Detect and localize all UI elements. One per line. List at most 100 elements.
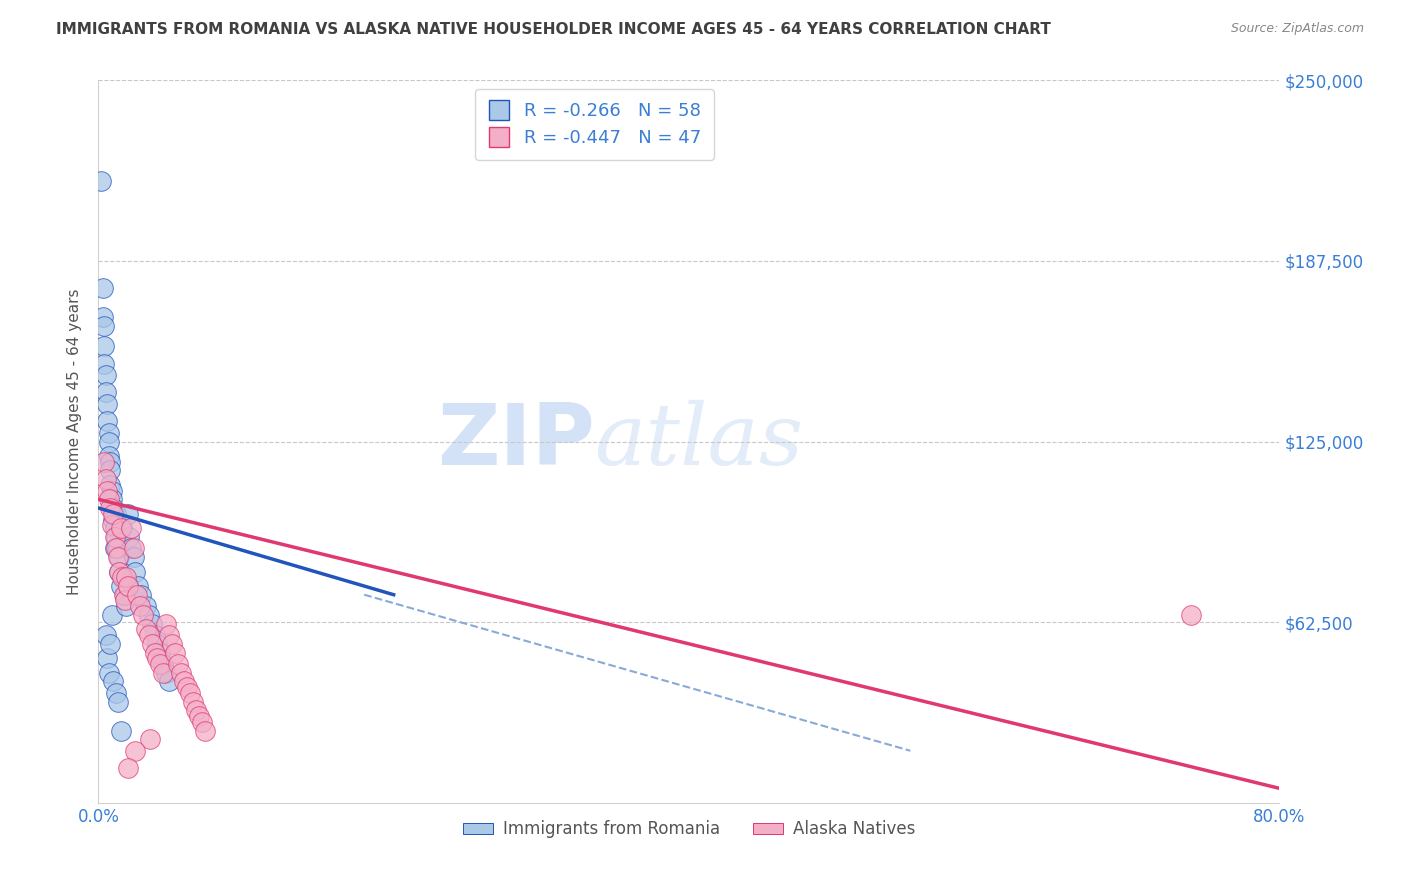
Point <box>170 665 193 680</box>
Point <box>100 607 122 622</box>
Point <box>103 501 125 516</box>
Point <box>117 761 139 775</box>
Point <box>122 550 145 565</box>
Point <box>146 651 169 665</box>
Point <box>93 339 115 353</box>
Point <box>179 686 201 700</box>
Point <box>96 414 118 428</box>
Point <box>110 723 132 738</box>
Point <box>167 657 190 671</box>
Point <box>112 570 135 584</box>
Point <box>181 695 204 709</box>
Point <box>191 714 214 729</box>
Point <box>94 472 117 486</box>
Point <box>138 628 160 642</box>
Point <box>129 588 152 602</box>
Point <box>105 541 128 556</box>
Point <box>96 397 118 411</box>
Point <box>124 744 146 758</box>
Point <box>162 637 183 651</box>
Point <box>141 616 163 631</box>
Point <box>94 368 117 382</box>
Text: Source: ZipAtlas.com: Source: ZipAtlas.com <box>1230 22 1364 36</box>
Point <box>124 565 146 579</box>
Point <box>138 607 160 622</box>
Point <box>187 709 209 723</box>
Text: IMMIGRANTS FROM ROMANIA VS ALASKA NATIVE HOUSEHOLDER INCOME AGES 45 - 64 YEARS C: IMMIGRANTS FROM ROMANIA VS ALASKA NATIVE… <box>56 22 1052 37</box>
Text: atlas: atlas <box>595 401 804 483</box>
Point <box>110 521 132 535</box>
Point <box>110 579 132 593</box>
Point <box>98 455 121 469</box>
Point <box>98 637 121 651</box>
Point <box>98 501 121 516</box>
Point <box>128 599 150 614</box>
Point <box>108 550 131 565</box>
Point <box>111 570 134 584</box>
Point <box>135 623 157 637</box>
Point <box>125 588 148 602</box>
Point <box>120 521 142 535</box>
Point <box>165 646 187 660</box>
Point <box>96 651 118 665</box>
Point <box>90 174 112 188</box>
Point <box>115 599 138 614</box>
Point <box>97 425 120 440</box>
Point <box>91 310 114 325</box>
Point <box>104 521 127 535</box>
Point <box>97 449 120 463</box>
Point <box>143 628 166 642</box>
Point <box>115 570 138 584</box>
Point <box>112 588 135 602</box>
Point <box>117 579 139 593</box>
Point <box>157 628 180 642</box>
Point <box>103 507 125 521</box>
Legend: Immigrants from Romania, Alaska Natives: Immigrants from Romania, Alaska Natives <box>456 814 922 845</box>
Point <box>91 281 114 295</box>
Point <box>108 565 131 579</box>
Point <box>152 665 174 680</box>
Point <box>146 637 169 651</box>
Point <box>117 579 139 593</box>
Point <box>100 518 122 533</box>
Point <box>108 565 131 579</box>
Point <box>118 530 141 544</box>
Point <box>141 637 163 651</box>
Point <box>94 385 117 400</box>
Point <box>120 541 142 556</box>
Point <box>152 657 174 671</box>
Y-axis label: Householder Income Ages 45 - 64 years: Householder Income Ages 45 - 64 years <box>67 288 83 595</box>
Point <box>105 530 128 544</box>
Point <box>96 483 118 498</box>
Point <box>132 607 155 622</box>
Text: ZIP: ZIP <box>437 400 595 483</box>
Point <box>93 318 115 333</box>
Point <box>122 541 145 556</box>
Point <box>103 512 125 526</box>
Point <box>1180 607 1202 622</box>
Point <box>155 665 177 680</box>
Point <box>149 646 172 660</box>
Point <box>104 530 127 544</box>
Point <box>100 492 122 507</box>
Point <box>107 541 129 556</box>
Point <box>97 434 120 449</box>
Point <box>139 732 162 747</box>
Point <box>97 665 120 680</box>
Point <box>93 357 115 371</box>
Point <box>103 674 125 689</box>
Point <box>194 723 217 738</box>
Point <box>105 507 128 521</box>
Point <box>94 628 117 642</box>
Point <box>184 703 207 717</box>
Point <box>104 541 127 556</box>
Point <box>143 646 166 660</box>
Point <box>127 579 149 593</box>
Point <box>135 599 157 614</box>
Point <box>149 657 172 671</box>
Point <box>97 492 120 507</box>
Point <box>176 680 198 694</box>
Point <box>105 686 128 700</box>
Point <box>98 463 121 477</box>
Point <box>111 521 134 535</box>
